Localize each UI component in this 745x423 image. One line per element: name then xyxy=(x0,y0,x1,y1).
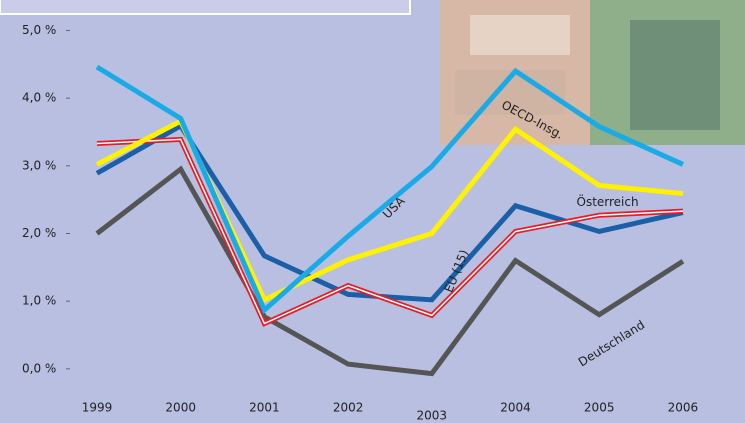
y-tick-label: 4,0 % xyxy=(22,91,56,105)
series-label: Österreich xyxy=(577,193,639,209)
x-tick-label: 2001 xyxy=(249,401,280,415)
y-tick-label: 3,0 % xyxy=(22,158,56,172)
y-tick-label: 5,0 % xyxy=(22,23,56,37)
x-tick-label: 2006 xyxy=(668,401,699,415)
y-tick-label: 2,0 % xyxy=(22,226,56,240)
x-tick-label: 2002 xyxy=(333,401,364,415)
x-tick-label: 2005 xyxy=(584,401,615,415)
page: 0,0 % 1,0 % 2,0 % 3,0 % 4,0 % 5,0 % 1999 2000 20… xyxy=(0,0,745,423)
y-tick-label: 1,0 % xyxy=(22,294,56,308)
series-label: EU (15) xyxy=(442,248,472,295)
x-tick-label: 1999 xyxy=(82,401,113,415)
series-label: Deutschland xyxy=(576,318,647,370)
y-tick-label: 0,0 % xyxy=(22,361,56,375)
x-tick-label: 2000 xyxy=(165,401,196,415)
series-label: USA xyxy=(380,193,408,221)
chart: 0,0 % 1,0 % 2,0 % 3,0 % 4,0 % 5,0 % 1999 2000 20… xyxy=(0,0,745,423)
x-tick-label: 2003 xyxy=(417,409,448,423)
x-tick-label: 2004 xyxy=(500,401,531,415)
title-box xyxy=(0,0,410,14)
